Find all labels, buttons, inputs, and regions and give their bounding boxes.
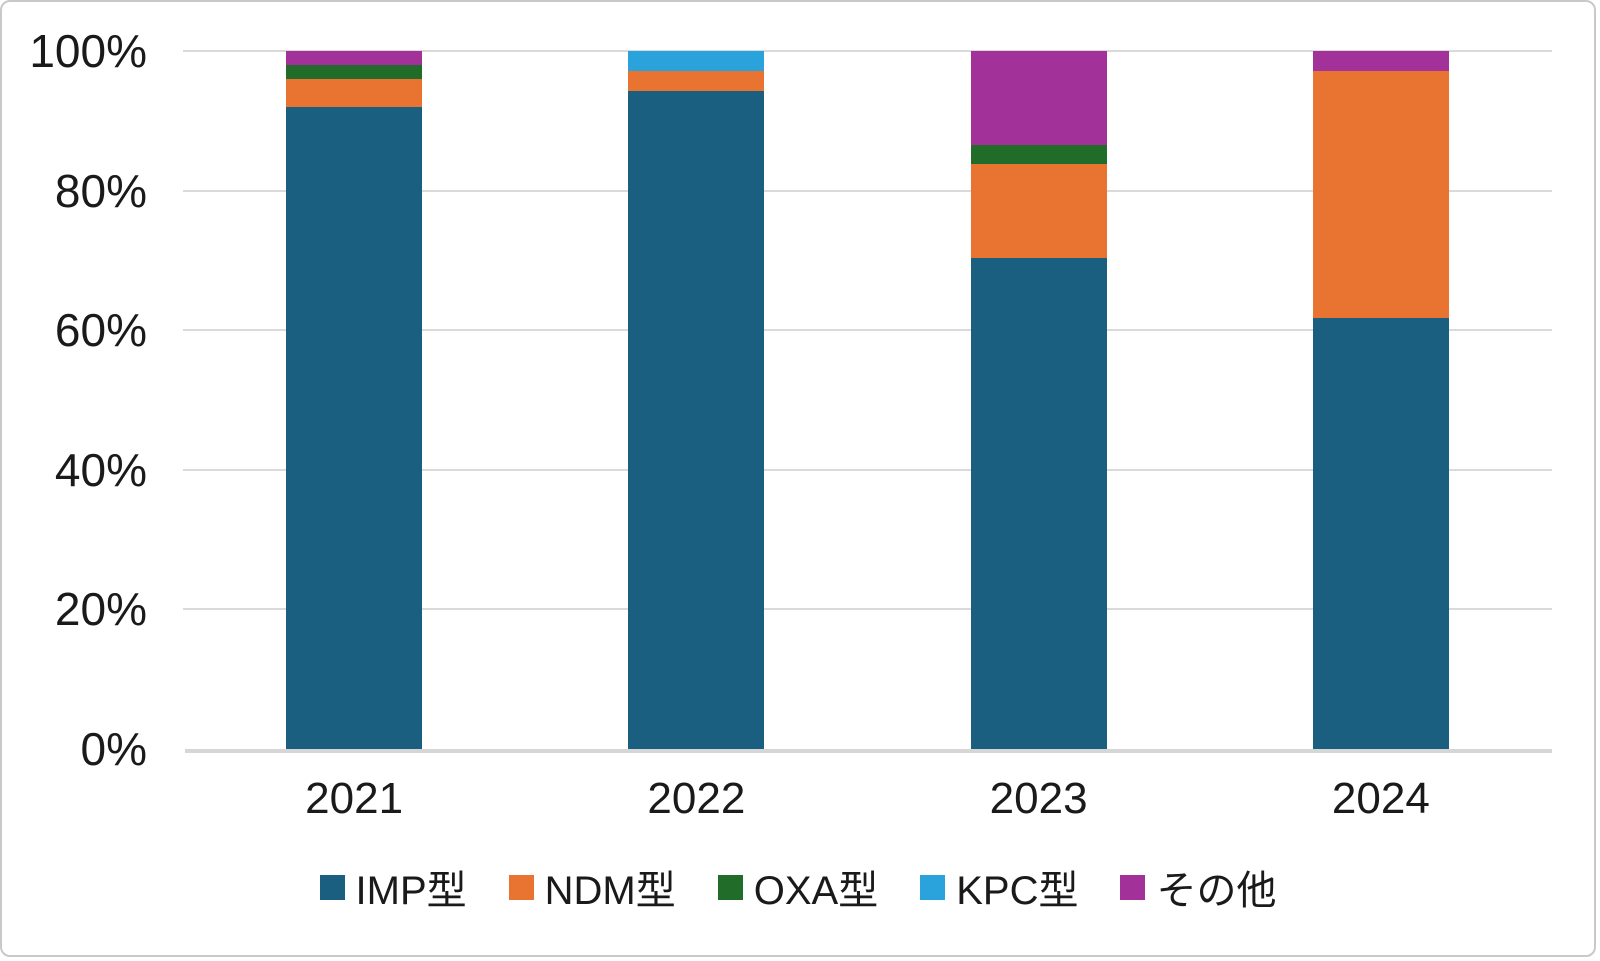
legend: IMP型 NDM型 OXA型 KPC型 その他 [2,857,1594,917]
legend-label-IMP型: IMP型 [355,869,467,913]
legend-label-KPC型: KPC型 [956,869,1079,913]
bar-segment-2021-NDM型 [286,78,423,107]
bar-segment-2024-その他 [1312,51,1449,72]
y-axis-tick-label-100: 100% [29,25,147,77]
bar-segment-2024-NDM型 [1312,71,1449,318]
y-axis-tick-label-80: 80% [54,164,147,217]
gridline-60 [183,329,1552,332]
legend-label-OXA型: OXA型 [753,869,879,913]
bar-segment-2023-NDM型 [970,164,1107,259]
legend-swatch-KPC型 [920,874,946,900]
bar-segment-2021-OXA型 [286,64,423,79]
gridline-40 [183,468,1552,471]
bar-segment-2022-KPC型 [628,51,765,72]
x-axis-line [185,749,1552,753]
x-axis-label-2023: 2023 [989,774,1088,823]
y-axis-tick-label-0: 0% [80,723,147,775]
y-axis-tick-label-40: 40% [54,443,147,496]
legend-item-OXA型: OXA型 [717,858,879,916]
legend-swatch-NDM型 [508,874,534,900]
x-axis-label-2024: 2024 [1331,774,1430,823]
bar-segment-2023-OXA型 [970,145,1107,165]
bar-segment-2023-その他 [970,51,1107,146]
legend-item-その他: その他 [1120,858,1276,916]
legend-swatch-その他 [1120,874,1146,900]
legend-swatch-IMP型 [319,874,345,900]
legend-item-KPC型: KPC型 [920,858,1078,916]
bar-segment-2021-IMP型 [286,106,423,749]
legend-swatch-OXA型 [717,874,743,900]
gridline-80 [183,189,1552,192]
y-axis-tick-label-60: 60% [54,304,147,357]
x-axis-label-2022: 2022 [647,774,746,823]
bar-segment-2022-IMP型 [628,91,765,749]
legend-label-その他: その他 [1156,869,1277,913]
gridline-20 [183,608,1552,611]
y-axis-tick-label-20: 20% [54,583,147,636]
gridline-100 [183,50,1552,52]
bar-segment-2023-IMP型 [970,258,1107,749]
x-axis-label-2021: 2021 [305,774,404,823]
bar-segment-2021-その他 [286,51,423,65]
legend-item-NDM型: NDM型 [508,858,676,916]
legend-label-NDM型: NDM型 [544,869,676,913]
legend-item-IMP型: IMP型 [319,858,467,916]
bar-segment-2022-NDM型 [628,71,765,92]
bar-segment-2024-IMP型 [1312,317,1449,749]
